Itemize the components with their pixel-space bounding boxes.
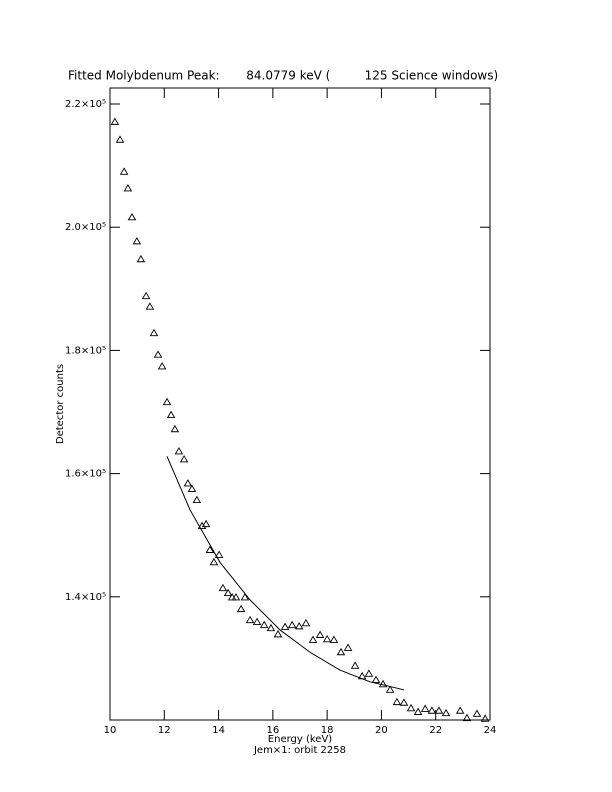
data-point [123, 184, 133, 192]
x-tick-label: 12 [158, 725, 171, 736]
data-point [266, 623, 276, 632]
data-point [187, 484, 197, 492]
x-tick-label: 22 [429, 725, 442, 736]
chart-title: Fitted Molybdenum Peak: 84.0779 keV ( 12… [68, 69, 498, 83]
data-point [223, 588, 233, 597]
data-point [462, 713, 472, 722]
data-point [472, 709, 482, 717]
y-axis-label: Detector counts [55, 364, 66, 444]
data-point [413, 707, 423, 715]
data-point [141, 291, 151, 300]
x-tick-label: 14 [212, 725, 225, 736]
data-point [399, 698, 409, 706]
data-point [110, 117, 120, 125]
data-point [273, 629, 283, 638]
data-point [240, 593, 250, 601]
data-point [336, 647, 346, 656]
data-point [252, 617, 262, 626]
x-tick-label: 24 [484, 725, 497, 736]
x-tick-label: 18 [321, 725, 334, 736]
y-tick-label: 1.4×10⁵ [65, 592, 106, 603]
data-point [322, 634, 332, 643]
subtitle: Jem×1: orbit 2258 [253, 745, 346, 756]
data-point [115, 135, 125, 143]
data-point [162, 397, 172, 406]
data-point [350, 661, 360, 669]
data-point [329, 635, 339, 643]
data-point [378, 679, 388, 688]
y-tick-label: 1.8×10⁵ [65, 345, 106, 356]
data-point [480, 714, 490, 722]
data-point [132, 236, 142, 245]
x-tick-label: 10 [104, 725, 117, 736]
data-point [280, 622, 290, 630]
fit-line [166, 456, 405, 691]
data-point [119, 167, 129, 175]
plot-frame [109, 87, 491, 721]
data-point [441, 708, 451, 717]
data-point [385, 685, 395, 693]
data-point [315, 630, 325, 638]
data-point [455, 706, 465, 714]
data-point [406, 703, 416, 712]
y-tick-label: 1.6×10⁵ [65, 469, 106, 480]
data-point [420, 704, 430, 712]
data-point [294, 621, 304, 630]
data-point [127, 212, 137, 221]
data-point [192, 495, 202, 504]
data-point [209, 557, 219, 566]
data-point [301, 618, 311, 627]
y-tick-label: 2.2×10⁵ [65, 99, 106, 110]
data-point [170, 424, 180, 433]
x-tick-label: 16 [266, 725, 279, 736]
data-point [205, 545, 215, 553]
x-tick-label: 20 [375, 725, 388, 736]
data-point [201, 519, 211, 528]
data-point [259, 620, 269, 629]
data-point [179, 455, 189, 463]
y-tick-label: 2.0×10⁵ [65, 222, 106, 233]
data-point [174, 447, 184, 455]
data-point [231, 593, 241, 601]
data-point [392, 697, 402, 706]
data-point [157, 362, 167, 370]
x-axis-label: Energy (keV) [268, 734, 333, 745]
data-point [364, 669, 374, 677]
data-point [218, 583, 228, 592]
data-point [149, 328, 159, 337]
data-point [183, 479, 193, 487]
data-point [371, 675, 381, 683]
data-point [245, 615, 255, 624]
data-point [145, 302, 155, 310]
data-point [236, 604, 246, 613]
data-point [308, 635, 318, 643]
data-point [434, 706, 444, 714]
data-point [343, 643, 353, 651]
data-point [153, 350, 163, 358]
data-point [427, 706, 437, 714]
data-point [214, 550, 224, 558]
data-point [166, 410, 176, 419]
data-point [136, 254, 146, 263]
data-point [287, 620, 297, 629]
